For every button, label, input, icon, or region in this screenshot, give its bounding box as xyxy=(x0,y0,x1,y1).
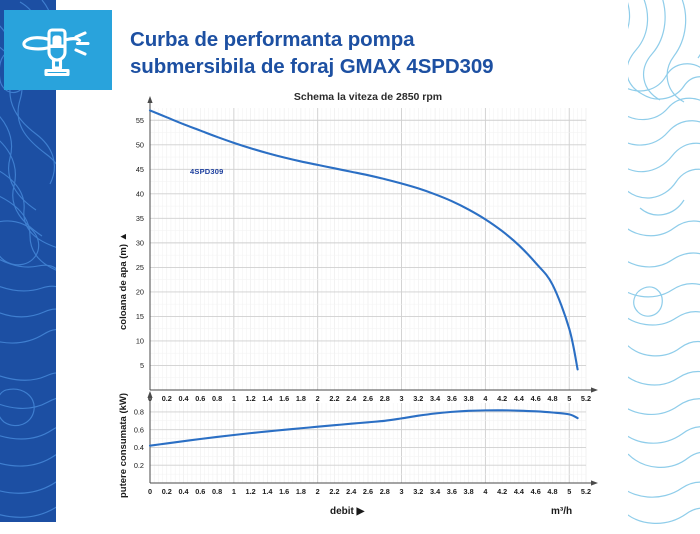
x-tick-label: 5.2 xyxy=(581,394,591,403)
page-title-line-2: submersibila de foraj GMAX 4SPD309 xyxy=(130,55,494,79)
y-tick-label: 35 xyxy=(136,214,144,223)
x-tick-label: 2 xyxy=(316,487,320,496)
y-axis-arrow xyxy=(147,96,153,103)
x-tick-label: 4.4 xyxy=(514,394,525,403)
x-tick-label: 2.4 xyxy=(346,487,357,496)
x-tick-label: 3 xyxy=(400,487,404,496)
y-tick-label: 30 xyxy=(136,238,144,247)
head-curve-line xyxy=(148,109,579,371)
x-tick-label: 2.2 xyxy=(329,487,339,496)
x-tick-label: 4 xyxy=(483,487,488,496)
brand-logo-tile xyxy=(4,10,112,90)
power-axis-title: putere consumata (kW) xyxy=(118,392,129,498)
x-axis-arrow xyxy=(591,387,598,393)
head-curve-chart: 51015202530354045505500.20.40.60.811.21.… xyxy=(136,96,598,403)
x-tick-label: 2 xyxy=(316,394,320,403)
x-tick-label: 1.8 xyxy=(296,487,306,496)
y-tick-label: 0.8 xyxy=(134,407,144,416)
y-tick-label: 10 xyxy=(136,337,144,346)
x-tick-label: 3.2 xyxy=(413,487,423,496)
x-tick-label: 4.8 xyxy=(547,394,557,403)
x-tick-label: 3.4 xyxy=(430,394,441,403)
page-title: Curba de performanta pompa submersibila … xyxy=(130,26,550,81)
page-title-line-1: Curba de performanta pompa xyxy=(130,28,415,51)
x-tick-label: 3.6 xyxy=(447,394,457,403)
x-tick-label: 4.4 xyxy=(514,487,525,496)
x-tick-label: 0.8 xyxy=(212,487,222,496)
x-tick-label: 4.6 xyxy=(531,487,541,496)
x-tick-label: 1.8 xyxy=(296,394,306,403)
x-tick-label: 1.6 xyxy=(279,487,289,496)
x-tick-label: 2.2 xyxy=(329,394,339,403)
x-tick-label: 2.6 xyxy=(363,394,373,403)
y-tick-label: 25 xyxy=(136,263,144,272)
x-tick-label: 1.6 xyxy=(279,394,289,403)
x-tick-label: 3.8 xyxy=(464,394,474,403)
power-curve-line xyxy=(148,409,579,447)
x-tick-label: 1.4 xyxy=(262,487,273,496)
x-tick-label: 5 xyxy=(567,487,571,496)
x-tick-label: 0.6 xyxy=(195,487,205,496)
y-axis-arrow xyxy=(147,391,153,398)
x-tick-label: 5 xyxy=(567,394,571,403)
y-tick-label: 0.6 xyxy=(134,425,144,434)
chart-subtitle: Schema la viteza de 2850 rpm xyxy=(293,91,443,103)
x-tick-label: 0.8 xyxy=(212,394,222,403)
x-tick-label: 1.2 xyxy=(246,394,256,403)
x-tick-label: 4.2 xyxy=(497,394,507,403)
x-axis-arrow xyxy=(591,480,598,486)
x-tick-label: 1 xyxy=(232,394,236,403)
x-tick-label: 0.4 xyxy=(178,487,189,496)
submersible-pump-icon xyxy=(22,28,90,77)
x-tick-label: 2.4 xyxy=(346,394,357,403)
x-tick-label: 5.2 xyxy=(581,487,591,496)
x-tick-label: 3 xyxy=(400,394,404,403)
head-axis-title: coloana de apa (m) ▲ xyxy=(118,231,129,330)
y-tick-label: 55 xyxy=(136,116,144,125)
x-tick-label: 1.4 xyxy=(262,394,273,403)
x-tick-label: 4.2 xyxy=(497,487,507,496)
y-tick-label: 20 xyxy=(136,288,144,297)
x-axis-unit: m³/h xyxy=(551,506,573,517)
x-tick-label: 3.8 xyxy=(464,487,474,496)
y-tick-label: 0.2 xyxy=(134,461,144,470)
x-tick-label: 0.4 xyxy=(178,394,189,403)
y-tick-label: 5 xyxy=(140,361,144,370)
x-tick-label: 0.2 xyxy=(162,487,172,496)
x-tick-label: 4.6 xyxy=(531,394,541,403)
x-tick-label: 3.4 xyxy=(430,487,441,496)
x-tick-label: 4 xyxy=(483,394,488,403)
x-tick-label: 1.2 xyxy=(246,487,256,496)
x-tick-label: 2.6 xyxy=(363,487,373,496)
x-tick-label: 1 xyxy=(232,487,236,496)
x-axis-title: debit ▶ xyxy=(330,506,365,517)
y-tick-label: 45 xyxy=(136,165,144,174)
x-tick-label: 0.6 xyxy=(195,394,205,403)
y-tick-label: 0.4 xyxy=(134,443,144,452)
x-tick-label: 3.2 xyxy=(413,394,423,403)
x-tick-label: 2.8 xyxy=(380,487,390,496)
curve-series-label: 4SPD309 xyxy=(190,167,224,176)
x-tick-label: 2.8 xyxy=(380,394,390,403)
power-curve-chart: 0.20.40.60.80 0.2 0.4 0.6 0.8 1 1.2 1.4 1.6 1.8 2 2… xyxy=(134,391,598,496)
x-tick-label: 0 xyxy=(148,487,152,496)
right-decorative-panel xyxy=(628,0,700,534)
x-tick-label: 3.6 xyxy=(447,487,457,496)
x-tick-label: 0.2 xyxy=(162,394,172,403)
y-tick-label: 15 xyxy=(136,312,144,321)
y-tick-label: 50 xyxy=(136,140,144,149)
x-tick-label: 4.8 xyxy=(547,487,557,496)
y-tick-label: 40 xyxy=(136,189,144,198)
